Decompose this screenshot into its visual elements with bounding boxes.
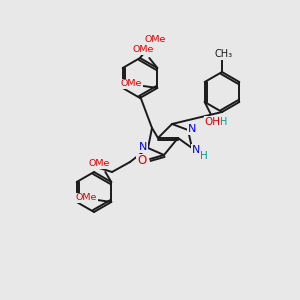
Text: H: H [220,117,227,127]
Text: N: N [139,142,147,152]
Text: OMe: OMe [133,46,154,55]
Text: OH: OH [205,117,221,127]
Text: N: N [188,124,196,134]
Text: H: H [200,151,208,161]
Text: OMe: OMe [88,160,110,169]
Text: OMe: OMe [76,194,97,202]
Text: OMe: OMe [144,35,166,44]
Text: CH₃: CH₃ [215,49,233,59]
Text: OMe: OMe [121,80,142,88]
Text: O: O [137,154,147,167]
Text: N: N [192,145,200,155]
